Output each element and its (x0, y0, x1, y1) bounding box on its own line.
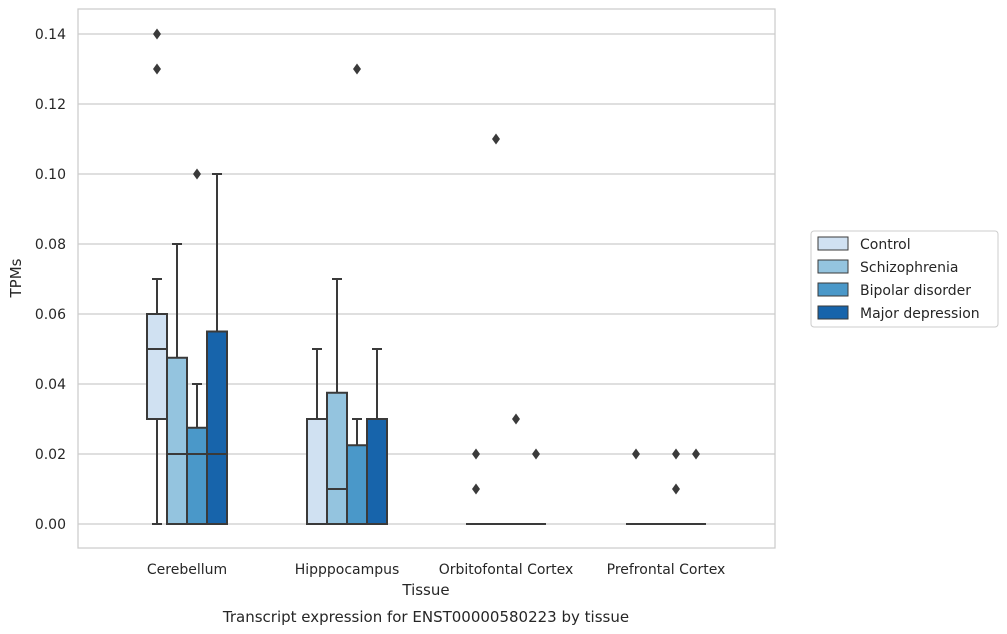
y-tick-label: 0.00 (35, 517, 66, 533)
x-tick-labels: Cerebellum Hipppocampus Orbitofontal Corte… (147, 562, 725, 578)
legend-swatch (817, 236, 849, 251)
box-body (306, 418, 328, 525)
legend-items: Control Schizophrenia Bipolar disorder Majo… (817, 236, 980, 322)
box-control (306, 348, 328, 525)
box-major-depression (206, 173, 228, 525)
legend-label: Schizophrenia (860, 260, 958, 276)
outlier-point (153, 28, 161, 40)
outlier-point (672, 448, 680, 460)
boxes-layer (146, 28, 706, 525)
outlier-point (532, 448, 540, 460)
box-body (186, 426, 208, 525)
x-tick-label: Cerebellum (147, 562, 227, 578)
legend-frame (810, 230, 999, 328)
box-body (166, 356, 188, 525)
outlier-point (632, 448, 640, 460)
box-schizophrenia (166, 243, 188, 525)
box-control (146, 28, 168, 525)
box-body (326, 391, 348, 525)
x-tick-label: Hipppocampus (295, 562, 400, 578)
outlier-point (472, 448, 480, 460)
x-tick-label: Orbitofontal Cortex (439, 562, 574, 578)
box-body (346, 444, 368, 525)
legend-item: Bipolar disorder (817, 282, 971, 299)
outlier-point (472, 483, 480, 495)
outlier-point (512, 413, 520, 425)
box-schizophrenia (326, 278, 348, 525)
box-control (466, 448, 486, 525)
legend: Control Schizophrenia Bipolar disorder Majo… (810, 230, 999, 328)
box-major-depression (686, 448, 706, 525)
x-tick-label: Prefrontal Cortex (607, 562, 726, 578)
x-axis-label: Tissue (401, 581, 449, 599)
outlier-point (672, 483, 680, 495)
y-tick-label: 0.04 (35, 377, 66, 393)
legend-label: Major depression (860, 306, 980, 322)
y-tick-labels: 0.00 0.02 0.04 0.06 0.08 0.10 0.12 0.14 (35, 27, 66, 533)
box-control (626, 448, 646, 525)
outlier-point (353, 63, 361, 75)
legend-swatch (817, 305, 849, 320)
box-bipolar-disorder (666, 448, 686, 525)
legend-label: Control (860, 237, 911, 253)
box-bipolar-disorder (346, 63, 368, 525)
y-tick-label: 0.02 (35, 447, 66, 463)
legend-item: Schizophrenia (817, 259, 958, 276)
box-bipolar-disorder (506, 413, 526, 525)
box-body (366, 418, 388, 525)
legend-item: Control (817, 236, 911, 253)
chart-caption: Transcript expression for ENST0000058022… (222, 608, 629, 626)
outlier-point (193, 168, 201, 180)
legend-label: Bipolar disorder (860, 283, 971, 299)
outlier-point (692, 448, 700, 460)
y-axis-label: TPMs (7, 258, 25, 298)
box-body (146, 313, 168, 420)
legend-item: Major depression (817, 305, 980, 322)
plot-frame (77, 8, 776, 549)
outlier-point (153, 63, 161, 75)
y-tick-label: 0.10 (35, 167, 66, 183)
y-tick-label: 0.12 (35, 97, 66, 113)
box-bipolar-disorder (186, 168, 208, 525)
legend-swatch (817, 259, 849, 274)
extra-outlier (492, 133, 500, 145)
legend-swatch (817, 282, 849, 297)
box-major-depression (526, 448, 546, 525)
y-tick-label: 0.06 (35, 307, 66, 323)
y-tick-label: 0.08 (35, 237, 66, 253)
box-body (206, 330, 228, 525)
box-major-depression (366, 348, 388, 525)
outlier-point (492, 133, 500, 145)
y-tick-label: 0.14 (35, 27, 66, 43)
